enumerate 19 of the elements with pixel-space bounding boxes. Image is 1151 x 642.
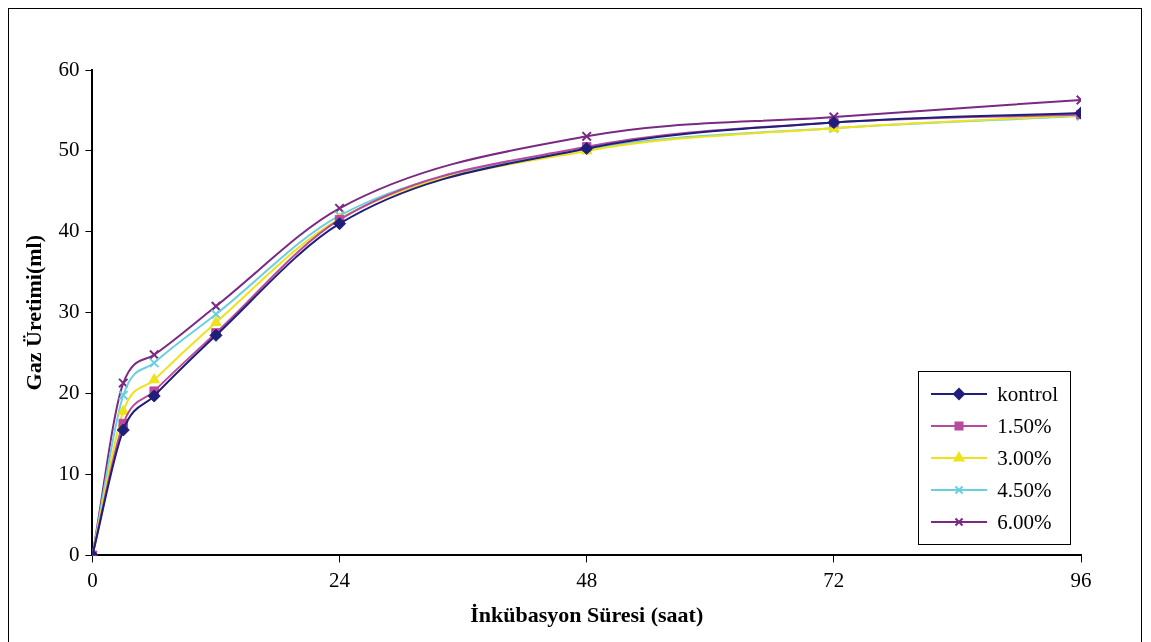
y-tick-label: 30 (58, 299, 80, 324)
legend-label: 1.50% (997, 413, 1052, 439)
y-tick-label: 60 (58, 56, 80, 81)
y-tick-label: 10 (58, 461, 80, 486)
y-tick-label: 20 (58, 380, 80, 405)
legend-label: 6.00% (997, 509, 1052, 535)
x-tick-label: 48 (576, 567, 598, 592)
legend-label: kontrol (997, 381, 1058, 407)
x-tick-label: 72 (823, 567, 845, 592)
y-tick-label: 0 (68, 541, 80, 566)
x-tick-label: 24 (329, 567, 351, 592)
legend-label: 3.00% (997, 445, 1052, 471)
y-axis-title: Gaz Üretimi(ml) (20, 235, 46, 391)
legend-label: 4.50% (997, 477, 1052, 503)
x-tick-label: 96 (1070, 567, 1092, 592)
y-tick-label: 50 (58, 137, 80, 162)
y-tick-label: 40 (58, 218, 80, 243)
x-axis-title: İnkübasyon Süresi (saat) (470, 602, 704, 628)
x-tick-label: 0 (87, 567, 98, 592)
